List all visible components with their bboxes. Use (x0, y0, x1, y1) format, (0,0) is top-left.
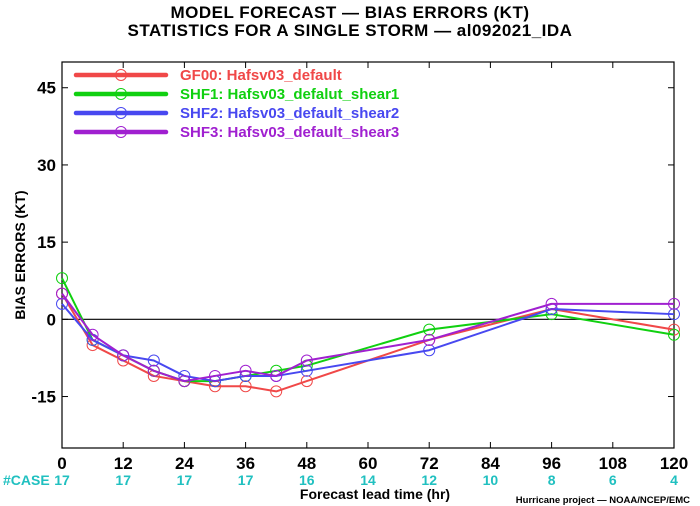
data-point-marker (545, 297, 558, 310)
case-count: 17 (115, 472, 131, 488)
legend-marker (115, 88, 127, 100)
y-tick-label: 30 (37, 156, 56, 175)
data-point-marker (270, 369, 283, 382)
x-tick-label: 72 (420, 454, 439, 473)
data-point-marker (423, 323, 436, 336)
x-tick-label: 0 (57, 454, 66, 473)
data-point-marker (668, 323, 680, 336)
y-tick-label: 15 (37, 233, 56, 252)
data-point-marker (147, 354, 160, 367)
x-tick-label: 12 (114, 454, 133, 473)
y-axis-label: BIAS ERRORS (KT) (12, 190, 28, 319)
case-count: 4 (670, 472, 678, 488)
series-line (61, 293, 674, 383)
data-point-marker (86, 328, 99, 341)
data-point-marker (56, 272, 68, 285)
legend-marker (115, 126, 127, 138)
y-tick-label: 0 (47, 310, 56, 329)
y-tick-label: 45 (37, 79, 56, 98)
legend-entry-1: SHF1: Hafsv03_defalut_shear1 (73, 86, 399, 103)
legend-label: SHF3: Hafsv03_default_shear3 (180, 124, 399, 141)
legend-marker (115, 69, 127, 81)
legend-label: SHF2: Hafsv03_default_shear2 (180, 105, 399, 122)
data-point-marker (300, 375, 313, 388)
x-axis-label: Forecast lead time (hr) (300, 486, 450, 502)
data-point-marker (668, 328, 680, 341)
x-tick-label: 84 (481, 454, 500, 473)
data-point-marker (56, 297, 68, 310)
case-row-label: #CASE (3, 472, 50, 488)
data-point-marker (147, 364, 160, 377)
x-tick-label: 24 (175, 454, 194, 473)
case-count: 6 (609, 472, 617, 488)
legend-entry-0: GF00: Hafsv03_default (73, 67, 342, 84)
data-point-marker (239, 364, 252, 377)
data-point-marker (300, 364, 313, 377)
series-line (61, 303, 675, 383)
data-point-marker (668, 297, 680, 310)
data-point-marker (300, 354, 313, 367)
legend-entry-2: SHF2: Hafsv03_default_shear2 (73, 105, 399, 122)
y-tick-label: -15 (31, 388, 56, 407)
case-count: 16 (299, 472, 315, 488)
data-point-marker (270, 385, 283, 398)
x-tick-label: 108 (599, 454, 627, 473)
x-tick-label: 48 (297, 454, 316, 473)
x-tick-label: 60 (359, 454, 378, 473)
data-point-marker (56, 287, 68, 300)
x-tick-label: 120 (660, 454, 688, 473)
series-3 (56, 287, 680, 388)
data-point-marker (423, 333, 436, 346)
legend-marker (115, 107, 127, 119)
case-count: 12 (421, 472, 437, 488)
legend-label: SHF1: Hafsv03_defalut_shear1 (180, 86, 399, 103)
case-count: 10 (483, 472, 499, 488)
chart-title-line1: MODEL FORECAST — BIAS ERRORS (KT) (170, 3, 529, 22)
data-point-marker (117, 349, 130, 362)
chart-title-line2: STATISTICS FOR A SINGLE STORM — al092021… (128, 21, 573, 40)
data-point-marker (668, 308, 680, 321)
data-point-marker (178, 375, 191, 388)
data-point-marker (239, 380, 252, 393)
case-count: 17 (238, 472, 254, 488)
legend-entry-3: SHF3: Hafsv03_default_shear3 (73, 124, 399, 141)
x-tick-label: 36 (236, 454, 255, 473)
data-point-marker (209, 369, 221, 382)
legend-label: GF00: Hafsv03_default (180, 67, 342, 84)
case-count: 14 (360, 472, 376, 488)
case-count: 8 (548, 472, 556, 488)
credit-text: Hurricane project — NOAA/NCEP/EMC (516, 495, 690, 506)
data-point-marker (423, 344, 436, 357)
case-count: 17 (54, 472, 70, 488)
case-count: 17 (177, 472, 193, 488)
x-tick-label: 96 (542, 454, 561, 473)
